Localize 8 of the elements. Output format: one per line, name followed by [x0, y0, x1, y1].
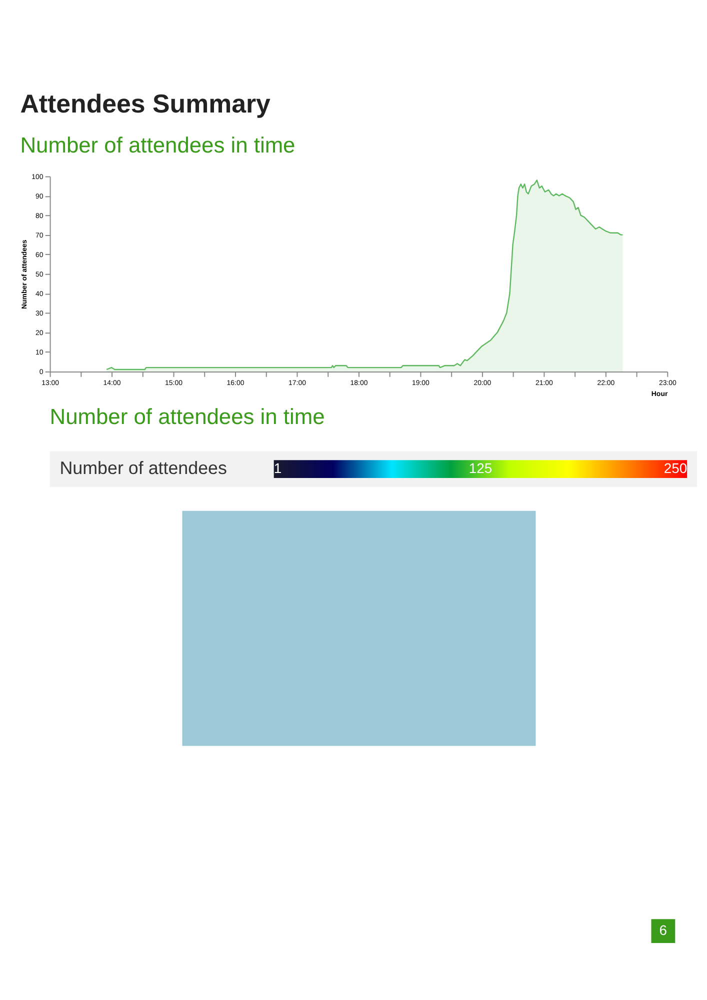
- text: Number of attendees: [60, 458, 228, 478]
- text: 250: [664, 460, 688, 476]
- text: 6: [659, 922, 668, 938]
- chart-subtitle: Number of attendees in time: [20, 132, 296, 158]
- text: 125: [468, 460, 492, 476]
- chart-title: Attendees Summary: [20, 90, 272, 119]
- text: Number of attendees in time: [50, 404, 325, 430]
- text: 1: [274, 460, 282, 476]
